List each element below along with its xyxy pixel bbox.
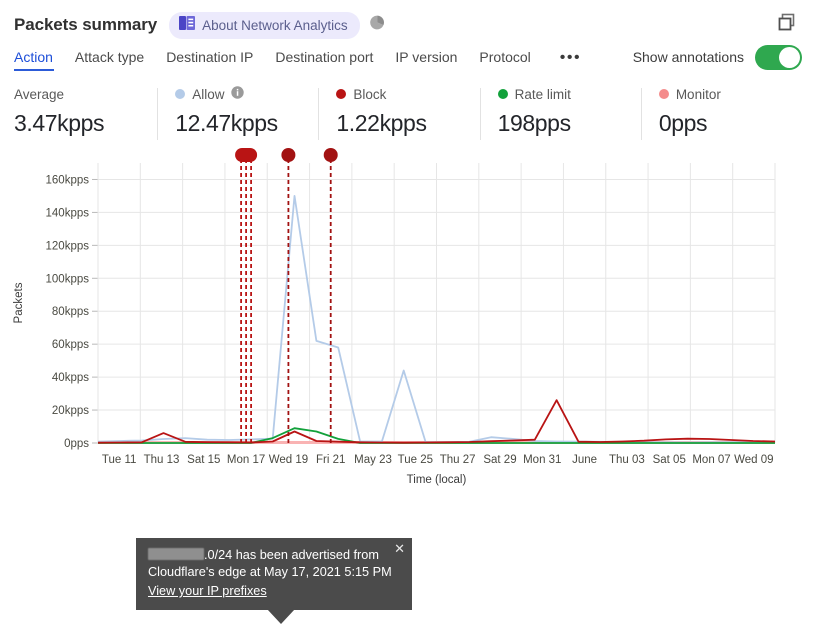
tab-protocol[interactable]: Protocol: [479, 48, 531, 65]
x-tick-label: Wed 09: [734, 454, 773, 466]
y-tick-label: 160kpps: [46, 174, 90, 186]
info-icon[interactable]: [231, 86, 245, 102]
annotation-marker-group[interactable]: [235, 148, 258, 162]
show-annotations-label: Show annotations: [632, 49, 744, 65]
tab-list: Action Attack type Destination IP Destin…: [14, 45, 593, 74]
metric-block-label: Block: [353, 86, 387, 102]
x-tick-label: May 23: [354, 454, 392, 466]
metrics-row: Average 3.47kpps Allow 12.47kpps Block 1…: [0, 78, 816, 146]
x-tick-label: Thu 03: [609, 454, 645, 466]
tooltip-arrow: [267, 609, 295, 624]
tooltip-line-2: Cloudflare's edge at May 17, 2021 5:15 P…: [148, 565, 392, 579]
metric-allow-value: 12.47kpps: [175, 110, 278, 136]
show-annotations-control: Show annotations: [632, 44, 802, 74]
toggle-knob: [779, 46, 800, 68]
x-tick-label: Thu 27: [440, 454, 476, 466]
page-title: Packets summary: [14, 15, 158, 34]
tab-destination-ip[interactable]: Destination IP: [166, 48, 254, 65]
view-ip-prefixes-link[interactable]: View your IP prefixes: [148, 584, 267, 598]
metric-block: Block 1.22kpps: [318, 84, 479, 146]
metric-block-header: Block: [336, 84, 479, 104]
tabs-overflow-button[interactable]: •••: [559, 48, 582, 66]
metric-monitor: Monitor 0pps: [640, 84, 802, 146]
tab-ip-version[interactable]: IP version: [395, 48, 458, 65]
metric-allow: Allow 12.47kpps: [157, 84, 318, 146]
rate-limit-color-dot: [497, 89, 508, 99]
show-annotations-toggle[interactable]: [755, 44, 802, 70]
metric-average-header: Average: [14, 84, 157, 104]
annotation-tooltip: ✕ .0/24 has been advertised from Cloudfl…: [136, 538, 412, 624]
tooltip-line-1-text: .0/24 has been advertised from: [204, 548, 379, 562]
about-network-analytics-pill[interactable]: About Network Analytics: [169, 11, 360, 39]
y-tick-label: 140kpps: [46, 207, 90, 219]
y-tick-label: 20kpps: [52, 405, 89, 417]
y-tick-label: 40kpps: [52, 372, 89, 384]
panel-header: Packets summary About Network Analytics: [0, 0, 816, 40]
series-line-block: [97, 399, 776, 444]
metric-average: Average 3.47kpps: [14, 84, 157, 146]
duplicate-icon[interactable]: [777, 13, 796, 37]
metric-monitor-value: 0pps: [658, 110, 708, 136]
block-color-dot: [336, 89, 347, 99]
y-tick-label: 120kpps: [46, 240, 90, 252]
redacted-ip: [148, 548, 204, 560]
x-tick-label: Tue 25: [398, 454, 433, 466]
metric-block-value: 1.22kpps: [336, 110, 427, 136]
tab-destination-port[interactable]: Destination port: [275, 48, 374, 65]
y-tick-label: 0pps: [64, 438, 89, 450]
y-tick-label: 80kpps: [52, 306, 89, 318]
monitor-color-dot: [658, 89, 669, 99]
y-axis-title: Packets: [13, 282, 25, 323]
metric-allow-header: Allow: [175, 84, 318, 104]
x-tick-label: June: [572, 454, 597, 466]
x-tick-label: Wed 19: [269, 454, 308, 466]
tab-action[interactable]: Action: [14, 45, 64, 74]
annotation-marker[interactable]: [281, 148, 296, 162]
metric-rate-limit-header: Rate limit: [497, 84, 641, 104]
metric-rate-limit-label: Rate limit: [514, 86, 571, 102]
x-tick-label: Tue 11: [102, 454, 137, 466]
metric-monitor-label: Monitor: [675, 86, 721, 102]
x-tick-label: Thu 13: [144, 454, 180, 466]
allow-color-dot: [175, 89, 186, 99]
book-icon: [179, 15, 196, 35]
x-tick-label: Sat 05: [653, 454, 686, 466]
metric-monitor-header: Monitor: [658, 84, 802, 104]
metric-average-value: 3.47kpps: [14, 110, 105, 136]
pie-spinner-icon[interactable]: [369, 15, 385, 35]
x-tick-label: Mon 07: [692, 454, 730, 466]
x-tick-label: Mon 31: [523, 454, 561, 466]
x-axis-title: Time (local): [407, 474, 467, 486]
tooltip-line-1: .0/24 has been advertised from: [148, 547, 400, 564]
x-tick-label: Sat 29: [483, 454, 516, 466]
y-tick-label: 100kpps: [46, 273, 90, 285]
x-tick-label: Mon 17: [227, 454, 265, 466]
metric-rate-limit-value: 198pps: [497, 110, 571, 136]
about-pill-label: About Network Analytics: [202, 17, 348, 33]
x-tick-label: Fri 21: [316, 454, 345, 466]
packets-chart[interactable]: 0pps 20kpps 40kpps 60kpps 80kpps 100kpps 120kp…: [0, 146, 816, 624]
annotation-marker[interactable]: [323, 148, 338, 162]
tab-attack-type[interactable]: Attack type: [74, 48, 145, 65]
y-tick-label: 60kpps: [52, 339, 89, 351]
metric-rate-limit: Rate limit 198pps: [479, 84, 641, 146]
tabs-row: Action Attack type Destination IP Destin…: [0, 40, 816, 78]
metric-allow-label: Allow: [192, 86, 225, 102]
packets-chart-svg: 0pps 20kpps 40kpps 60kpps 80kpps 100kpps 120kp…: [13, 148, 776, 486]
metric-average-label: Average: [14, 86, 65, 102]
x-tick-label: Sat 15: [187, 454, 220, 466]
